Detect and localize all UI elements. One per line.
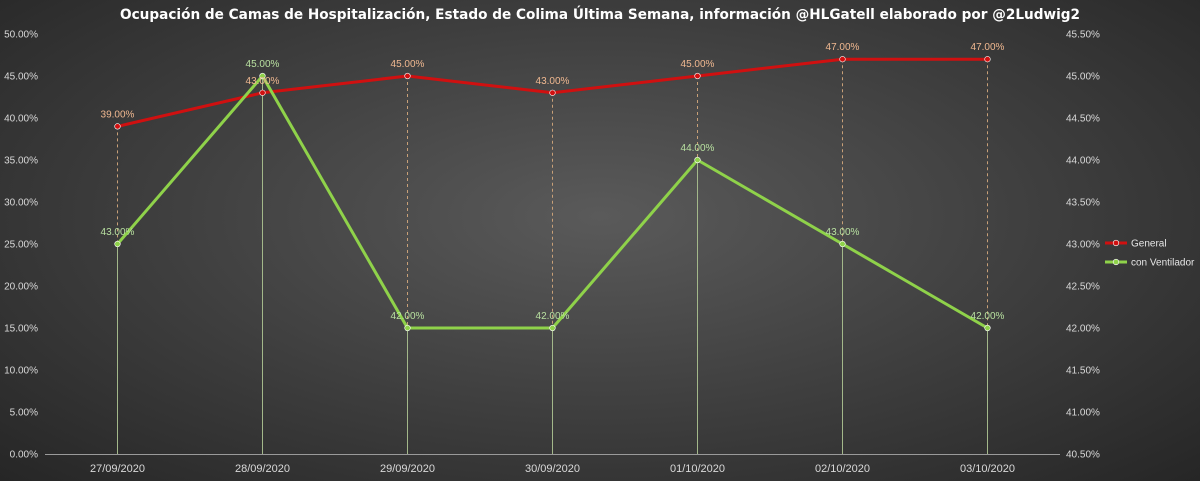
left-y-tick: 40.00% <box>4 114 38 125</box>
data-point <box>549 89 556 96</box>
data-label: 47.00% <box>826 42 860 53</box>
drop-lines <box>117 59 988 454</box>
legend: General con Ventilador <box>1105 239 1195 269</box>
left-y-tick: 5.00% <box>10 408 38 419</box>
right-y-tick: 41.50% <box>1066 366 1100 377</box>
right-y-axis: 40.50% 41.00% 41.50% 42.00% 42.50% 43.00% 43.5… <box>1066 30 1100 461</box>
left-y-tick: 10.00% <box>4 366 38 377</box>
left-y-tick: 45.00% <box>4 72 38 83</box>
data-point <box>839 240 846 248</box>
left-y-axis: 0.00% 5.00% 10.00% 15.00% 20.00% 25.00% 30.00%… <box>4 30 38 461</box>
data-point <box>404 72 411 80</box>
data-point <box>984 56 991 63</box>
right-y-tick: 45.00% <box>1066 72 1100 83</box>
series-layer <box>114 56 991 332</box>
data-label: 42.00% <box>971 311 1005 322</box>
left-y-tick: 15.00% <box>4 324 38 335</box>
right-y-tick: 44.50% <box>1066 114 1100 125</box>
x-tick-label: 30/09/2020 <box>525 463 580 475</box>
left-y-tick: 35.00% <box>4 156 38 167</box>
right-y-tick: 41.00% <box>1066 408 1100 419</box>
right-y-tick: 43.00% <box>1066 240 1100 251</box>
data-label: 45.00% <box>681 59 715 70</box>
left-y-tick: 20.00% <box>4 282 38 293</box>
right-y-tick: 42.00% <box>1066 324 1100 335</box>
left-y-tick: 30.00% <box>4 198 38 209</box>
data-point <box>549 324 556 332</box>
data-label: 45.00% <box>391 59 425 70</box>
data-point <box>114 240 121 248</box>
right-y-tick: 40.50% <box>1066 450 1100 461</box>
data-point <box>984 324 991 332</box>
left-y-tick: 0.00% <box>10 450 38 461</box>
x-tick-label: 29/09/2020 <box>380 463 435 475</box>
x-tick-label: 01/10/2020 <box>670 463 725 475</box>
x-tick-label: 27/09/2020 <box>90 463 145 475</box>
chart-title: Ocupación de Camas de Hospitalización, E… <box>120 5 1080 23</box>
data-label: 43.00% <box>101 227 135 238</box>
right-y-tick: 43.50% <box>1066 198 1100 209</box>
legend-label: General <box>1131 239 1167 250</box>
data-label: 43.00% <box>536 76 570 87</box>
x-tick-label: 02/10/2020 <box>815 463 870 475</box>
data-label: 47.00% <box>971 42 1005 53</box>
left-y-tick: 50.00% <box>4 30 38 41</box>
left-y-tick: 25.00% <box>4 240 38 251</box>
data-point <box>839 56 846 63</box>
data-point <box>694 72 701 80</box>
x-tick-label: 28/09/2020 <box>235 463 290 475</box>
x-axis: 27/09/2020 28/09/2020 29/09/2020 30/09/2020… <box>45 454 1060 475</box>
data-point <box>259 89 266 96</box>
data-label: 43.00% <box>246 76 280 87</box>
legend-marker <box>1112 239 1120 247</box>
data-label: 44.00% <box>681 143 715 154</box>
data-point <box>259 72 266 80</box>
right-y-tick: 45.50% <box>1066 30 1100 41</box>
right-y-tick: 42.50% <box>1066 282 1100 293</box>
legend-marker <box>1112 258 1120 266</box>
data-label: 45.00% <box>246 59 280 70</box>
data-labels: 39.00% 43.00% 45.00% 43.00% 45.00% 47.00% 47.0… <box>101 42 1005 322</box>
data-label: 43.00% <box>826 227 860 238</box>
data-point <box>404 324 411 332</box>
data-label: 42.00% <box>391 311 425 322</box>
data-point <box>114 123 121 130</box>
data-label: 39.00% <box>101 109 135 120</box>
data-label: 42.00% <box>536 311 570 322</box>
data-point <box>694 156 701 164</box>
x-tick-label: 03/10/2020 <box>960 463 1015 475</box>
right-y-tick: 44.00% <box>1066 156 1100 167</box>
legend-label: con Ventilador <box>1131 258 1195 269</box>
